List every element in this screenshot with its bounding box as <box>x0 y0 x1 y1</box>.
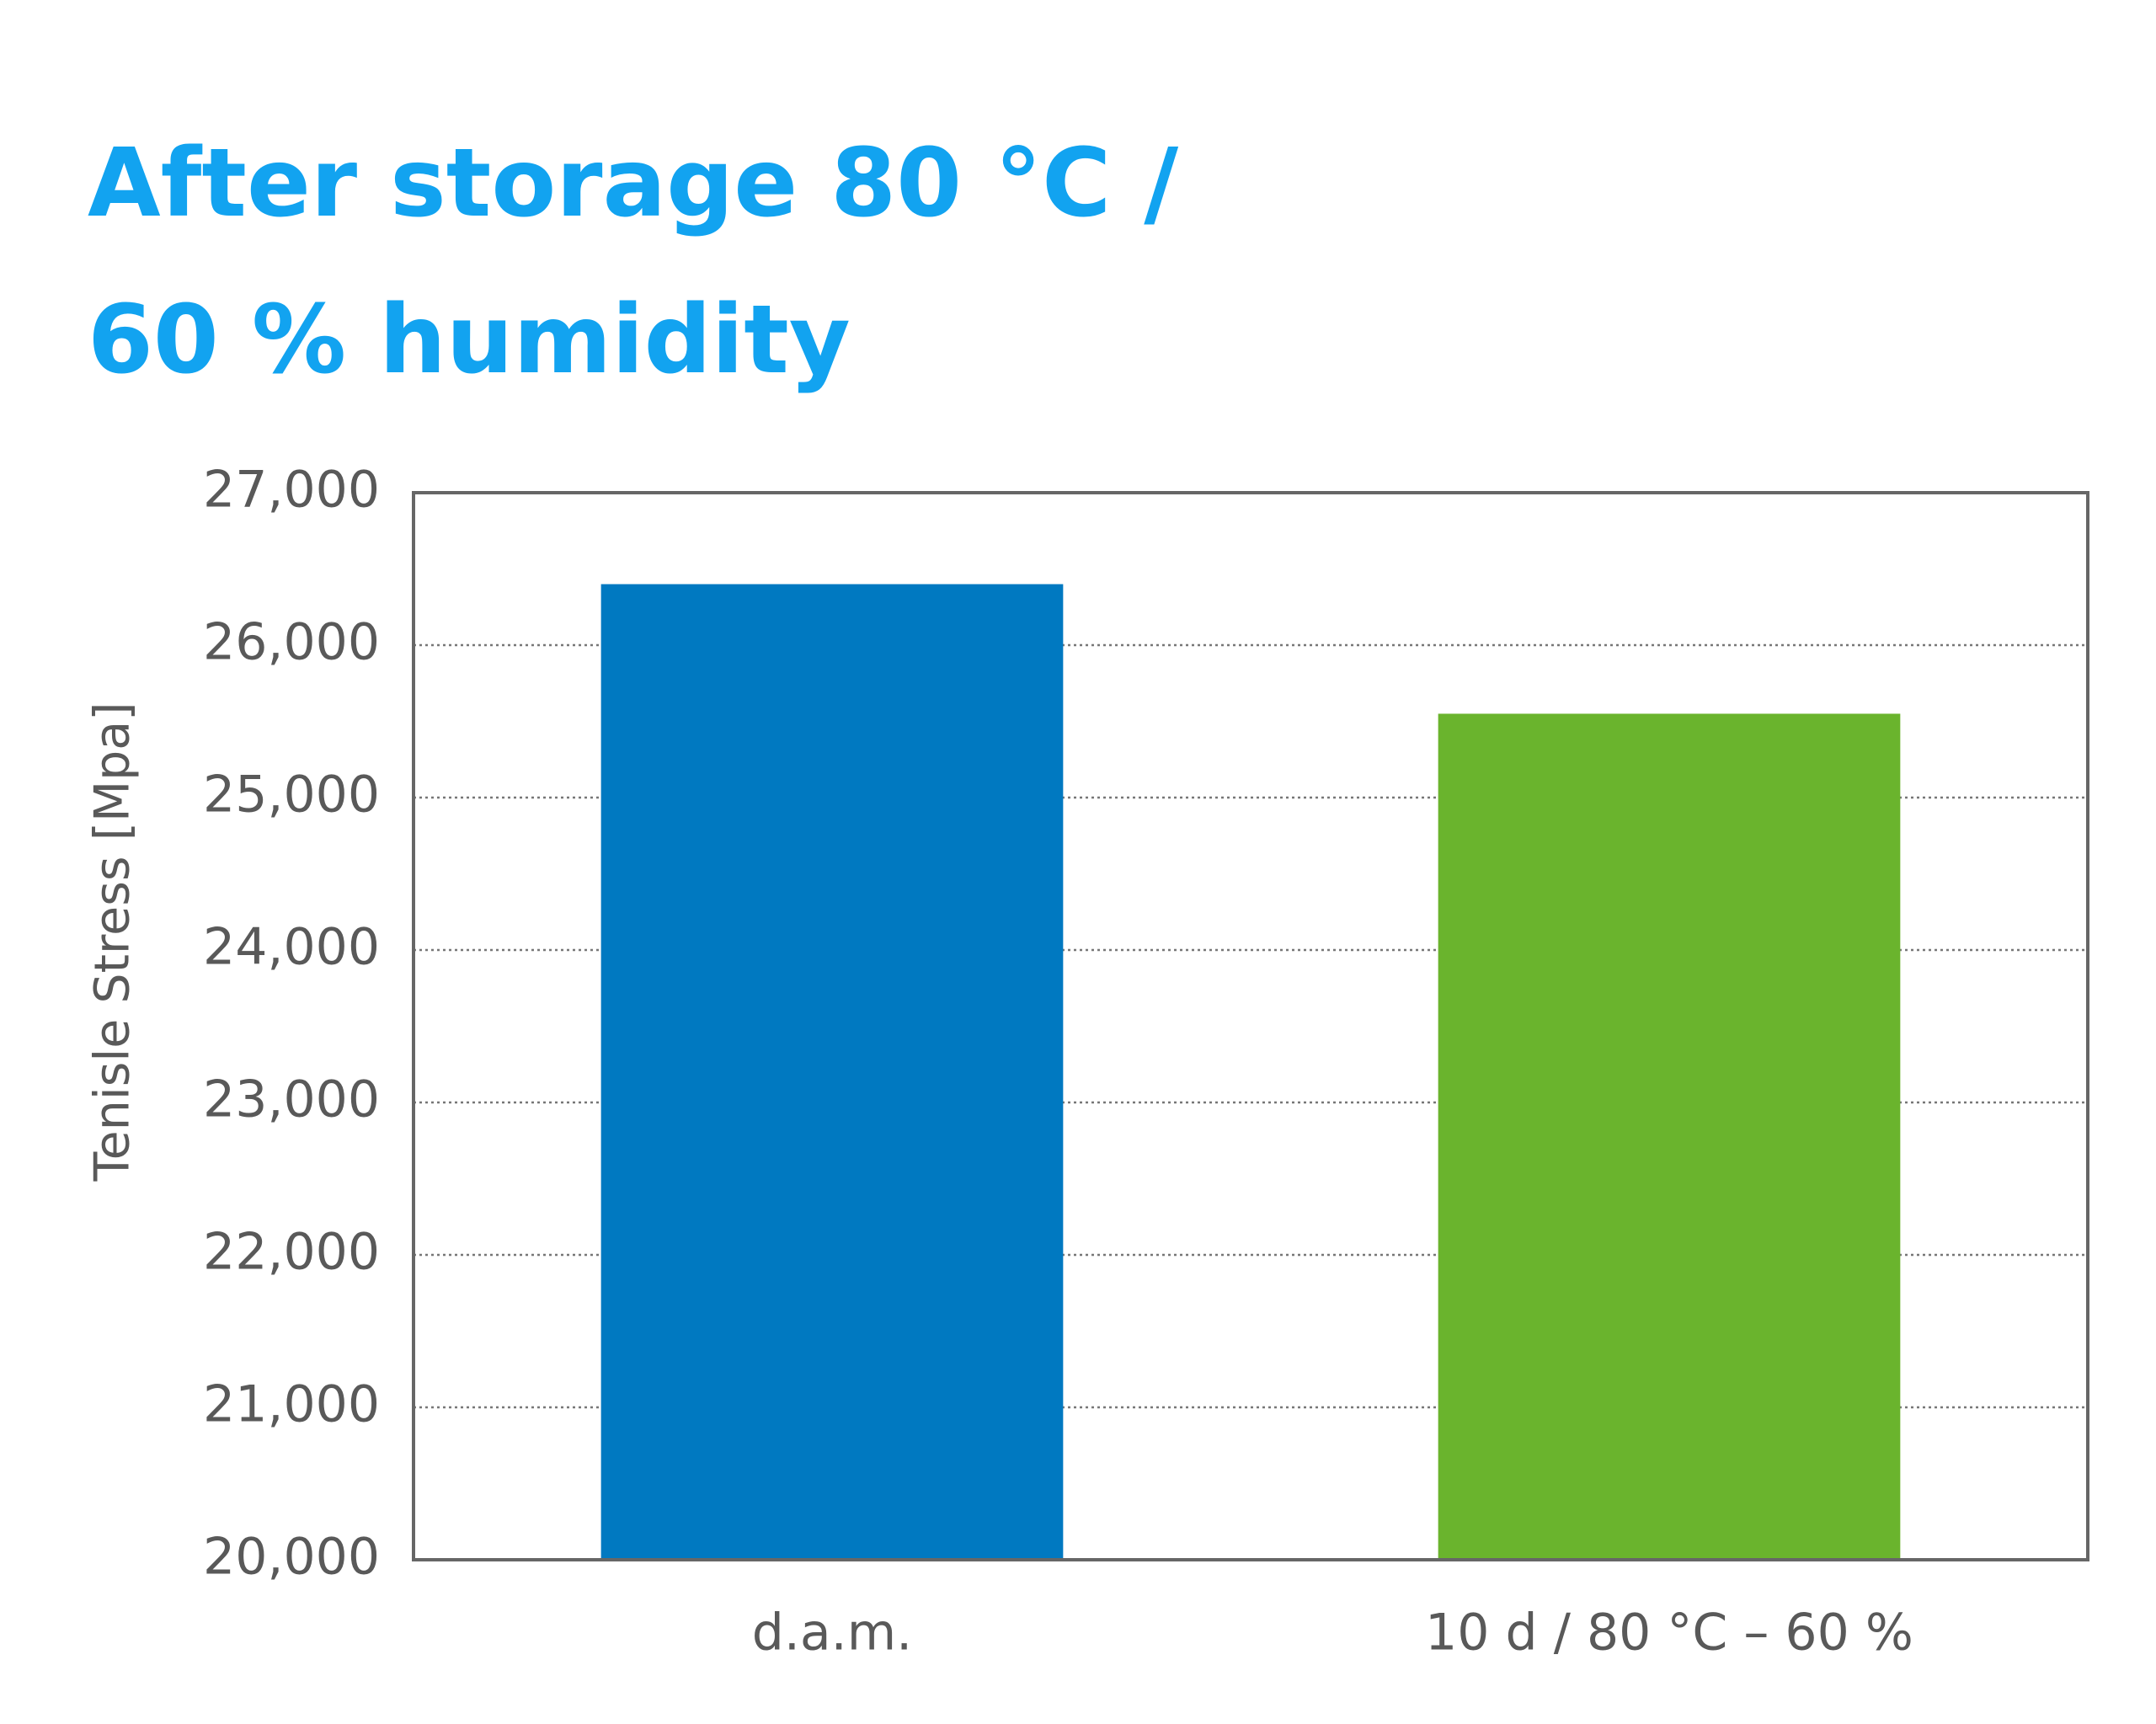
chart-title: 60 % humidity <box>88 286 851 395</box>
y-tick-label: 20,000 <box>203 1528 380 1587</box>
bar <box>600 584 1064 1560</box>
y-tick-label: 27,000 <box>203 461 380 520</box>
chart-title: After storage 80 °C / <box>88 129 1178 238</box>
plot-frame <box>412 491 2089 1561</box>
y-tick-label: 21,000 <box>203 1375 380 1434</box>
y-tick-label: 24,000 <box>203 918 380 977</box>
bar <box>1438 713 1901 1560</box>
x-tick-label: d.a.m. <box>752 1604 913 1663</box>
y-tick-label: 23,000 <box>203 1070 380 1129</box>
y-axis-label: Tenisle Stress [Mpa] <box>85 702 141 1182</box>
y-tick-label: 22,000 <box>203 1223 380 1282</box>
x-tick-label: 10 d / 80 °C – 60 % <box>1425 1604 1913 1663</box>
y-tick-label: 25,000 <box>203 766 380 825</box>
y-tick-label: 26,000 <box>203 613 380 672</box>
